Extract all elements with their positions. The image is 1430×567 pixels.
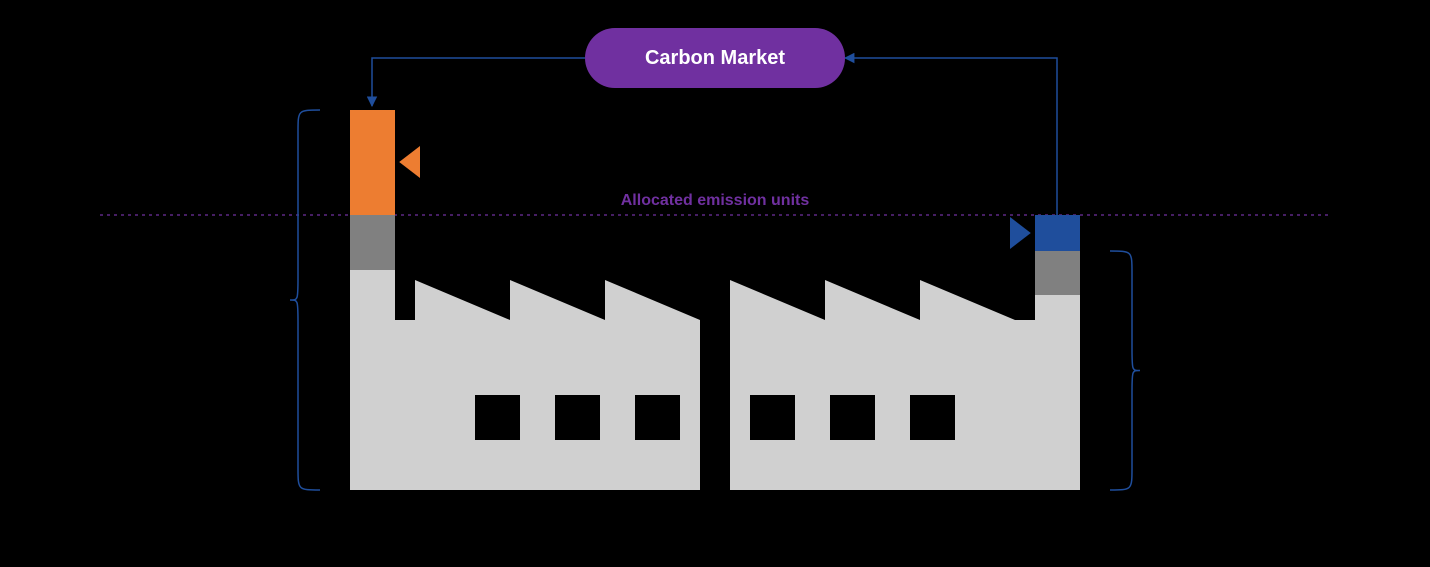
factory-roof xyxy=(350,280,700,320)
factory-left xyxy=(350,110,700,490)
factory-window xyxy=(635,395,680,440)
allocated-emission-label: Allocated emission units xyxy=(621,192,810,209)
surplus-allowance-block xyxy=(1035,215,1080,251)
flow-arrow-right-to-market xyxy=(845,58,1057,215)
chimney-dark-band xyxy=(1035,251,1080,295)
factory-roof xyxy=(730,280,1080,320)
factory-window xyxy=(750,395,795,440)
chimney-dark-band xyxy=(350,215,395,270)
brace-right xyxy=(1110,251,1140,490)
factory-window xyxy=(555,395,600,440)
factory-window xyxy=(910,395,955,440)
marker-triangle-icon xyxy=(1010,217,1031,249)
diagram-canvas: Carbon Market Allocated emission units xyxy=(0,0,1430,567)
brace-left xyxy=(290,110,320,490)
carbon-market-label: Carbon Market xyxy=(645,47,785,69)
flow-arrow-market-to-left xyxy=(372,58,585,106)
marker-triangle-icon xyxy=(399,146,420,178)
excess-emission-block xyxy=(350,110,395,215)
factory-window xyxy=(475,395,520,440)
factory-window xyxy=(830,395,875,440)
factory-right xyxy=(730,215,1080,490)
